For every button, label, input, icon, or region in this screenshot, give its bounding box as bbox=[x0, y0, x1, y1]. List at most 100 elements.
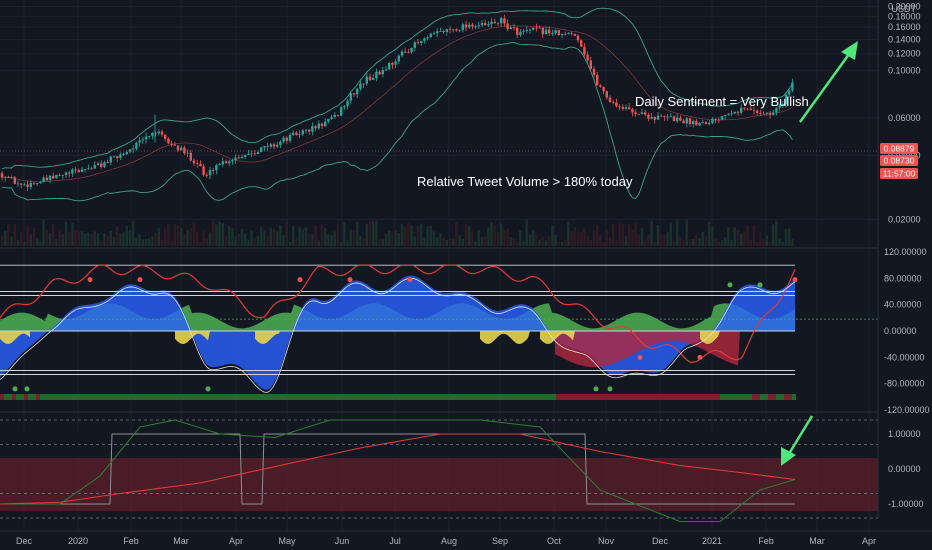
candle-body bbox=[320, 123, 324, 126]
candle-body bbox=[695, 121, 698, 126]
volume-bar bbox=[653, 240, 656, 246]
sentiment-strip-cell bbox=[148, 394, 152, 400]
volume-bar bbox=[484, 236, 487, 246]
sentiment-strip-cell bbox=[380, 394, 384, 400]
sentiment-strip-cell bbox=[728, 394, 732, 400]
volume-bar bbox=[228, 226, 231, 246]
candle-body bbox=[148, 136, 151, 137]
candle-body bbox=[333, 114, 336, 117]
price-tick-label: 0.14000 bbox=[888, 34, 921, 44]
candle-body bbox=[583, 46, 586, 55]
candle-body bbox=[650, 117, 653, 119]
time-axis[interactable]: Dec 2020 Feb Mar Apr May Jun Jul Aug Sep Oct Nov Dec… bbox=[0, 530, 932, 546]
price-pane[interactable]: Daily Sentiment = Very Bullish Relative … bbox=[0, 7, 878, 246]
candle-body bbox=[468, 24, 471, 28]
sentiment-strip-cell bbox=[572, 394, 576, 400]
candle-body bbox=[429, 33, 432, 38]
sentiment-strip-cell bbox=[676, 394, 680, 400]
bullish-arrow-head bbox=[841, 41, 858, 60]
volume-bar bbox=[96, 233, 100, 246]
candle-body bbox=[576, 35, 580, 41]
candle-body bbox=[160, 131, 164, 135]
moving-average bbox=[1, 25, 793, 183]
time-tick-label: Sep bbox=[492, 536, 508, 546]
candle-body bbox=[343, 106, 346, 108]
sentiment-strip-cell bbox=[520, 394, 524, 400]
volume-bar bbox=[778, 238, 781, 246]
signal-neutral-zone bbox=[0, 433, 878, 458]
volume-bar bbox=[7, 224, 10, 246]
sentiment-strip-cell bbox=[536, 394, 540, 400]
candle-body bbox=[538, 27, 541, 29]
oscillator-signal-dot bbox=[727, 282, 733, 288]
sentiment-strip-cell bbox=[240, 394, 244, 400]
signal-red-line bbox=[0, 433, 796, 505]
sentiment-strip-cell bbox=[336, 394, 340, 400]
price-candles[interactable] bbox=[0, 14, 794, 191]
sentiment-strip-cell bbox=[260, 394, 264, 400]
bearish-arrow-head bbox=[781, 447, 796, 466]
sentiment-strip-cell bbox=[312, 394, 316, 400]
candle-body bbox=[759, 112, 762, 114]
volume-bar bbox=[141, 239, 144, 246]
candle-body bbox=[157, 131, 160, 134]
candle-body bbox=[599, 85, 602, 87]
candle-body bbox=[772, 112, 775, 115]
sentiment-strip-cell bbox=[668, 394, 672, 400]
candle-body bbox=[13, 177, 16, 184]
volume-bar bbox=[525, 220, 528, 246]
sentiment-strip-cell bbox=[540, 394, 544, 400]
candle-body bbox=[183, 147, 186, 154]
candle-body bbox=[173, 144, 176, 146]
volume-bar bbox=[199, 241, 202, 246]
candle-body bbox=[471, 24, 474, 27]
time-tick-label: Dec bbox=[652, 536, 669, 546]
candle-body bbox=[448, 29, 452, 31]
volume-bar bbox=[506, 228, 509, 246]
volume-bar bbox=[589, 239, 592, 246]
sentiment-strip-cell bbox=[280, 394, 284, 400]
candle-body bbox=[170, 143, 173, 145]
candle-body bbox=[231, 160, 234, 162]
volume-bar bbox=[77, 232, 80, 246]
sentiment-strip-cell bbox=[36, 394, 40, 400]
volume-bar bbox=[740, 233, 743, 246]
volume-bar bbox=[71, 222, 74, 246]
sentiment-strip-cell bbox=[552, 394, 556, 400]
sentiment-strip-cell bbox=[752, 394, 756, 400]
sentiment-strip-cell bbox=[96, 394, 100, 400]
bollinger-upper bbox=[1, 7, 793, 170]
volume-bar bbox=[106, 235, 109, 246]
candle-body bbox=[397, 55, 400, 62]
signal-pane[interactable] bbox=[0, 415, 878, 522]
volume-bar bbox=[605, 230, 608, 246]
candle-body bbox=[196, 163, 199, 164]
sentiment-strip-cell bbox=[616, 394, 620, 400]
candle-body bbox=[708, 122, 711, 125]
volume-bar bbox=[359, 235, 362, 246]
sentiment-strip-cell bbox=[464, 394, 468, 400]
candle-body bbox=[16, 183, 20, 185]
volume-bar bbox=[269, 227, 272, 246]
oscillator-pane[interactable] bbox=[0, 264, 878, 400]
volume-bar bbox=[250, 230, 253, 246]
volume-bar bbox=[346, 240, 349, 246]
volume-bar bbox=[205, 239, 208, 246]
sentiment-strip-cell bbox=[124, 394, 128, 400]
volume-bar bbox=[80, 231, 84, 246]
volume-bar bbox=[583, 228, 586, 246]
volume-bar bbox=[477, 230, 480, 246]
sentiment-strip-cell bbox=[156, 394, 160, 400]
volume-bar bbox=[573, 227, 576, 246]
candle-body bbox=[90, 168, 93, 170]
volume-bar bbox=[400, 224, 404, 246]
volume-bar bbox=[384, 233, 388, 246]
volume-bar bbox=[612, 223, 615, 246]
candle-body bbox=[84, 169, 87, 171]
volume-bar bbox=[768, 241, 772, 246]
sentiment-strip-cell bbox=[780, 394, 784, 400]
candle-body bbox=[580, 40, 583, 47]
sentiment-strip-cell bbox=[516, 394, 520, 400]
